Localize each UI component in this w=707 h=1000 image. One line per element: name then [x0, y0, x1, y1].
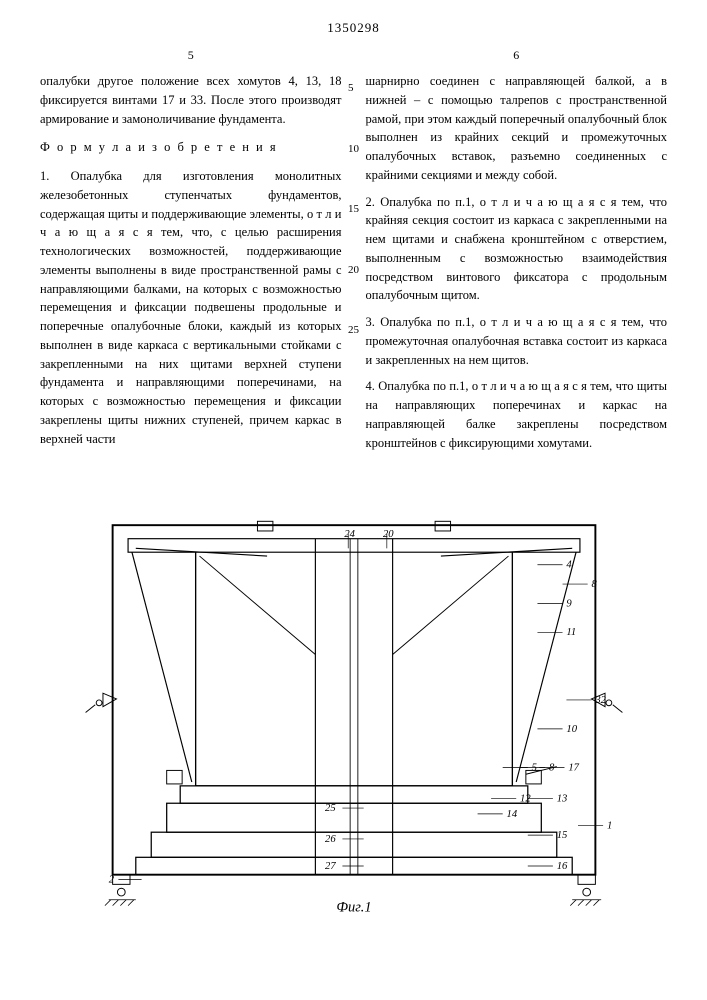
line-num: 20 [348, 262, 359, 279]
line-num: 15 [348, 201, 359, 218]
formula-title: Ф о р м у л а и з о б р е т е н и я [40, 138, 342, 157]
figure-label: 1 [606, 821, 611, 832]
left-col-number: 5 [40, 46, 342, 64]
figure-label: 20 [382, 529, 393, 540]
figure-label: 11 [566, 627, 576, 638]
figure-label: 5 [531, 763, 536, 774]
claim-4: 4. Опалубка по п.1, о т л и ч а ю щ а я … [366, 377, 668, 452]
figure-label: 8 [549, 763, 555, 774]
figure-label: 24 [344, 529, 355, 540]
claim-3: 3. Опалубка по п.1, о т л и ч а ю щ а я … [366, 313, 668, 369]
text-columns: 5 10 15 20 25 5 опалубки другое положени… [40, 46, 667, 460]
figure-label: 25 [325, 803, 336, 814]
figure-label: 15 [556, 830, 567, 841]
figure-label: 32 [594, 695, 606, 706]
left-column: 5 опалубки другое положение всех хомутов… [40, 46, 342, 460]
right-column: 6 шарнирно соединен с направляющей балко… [366, 46, 668, 460]
figure-label: 17 [568, 763, 579, 774]
patent-number: 1350298 [40, 20, 667, 36]
figure-label: 16 [556, 861, 567, 872]
figure-1: Фиг.1 4 8 9 11 32 10 5 8 17 12 13 14 1 15 16 2 24 20 25 26 2… [40, 478, 667, 918]
figure-label: 2 [108, 875, 114, 886]
line-number-gutter: 5 10 15 20 25 [348, 46, 359, 339]
figure-label: 27 [325, 861, 336, 872]
line-num: 5 [348, 80, 359, 97]
line-num: 25 [348, 322, 359, 339]
figure-label: 14 [506, 809, 517, 820]
line-num: 10 [348, 141, 359, 158]
claim-1-start: 1. Опалубка для изготовления монолитных … [40, 167, 342, 448]
figure-svg: Фиг.1 4 8 9 11 32 10 5 8 17 12 13 14 1 15 16 2 24 20 25 26 2… [74, 478, 634, 918]
right-col-number: 6 [366, 46, 668, 64]
figure-label: 10 [566, 724, 577, 735]
figure-label: 12 [520, 794, 531, 805]
figure-label: 4 [566, 560, 572, 571]
claim-2: 2. Опалубка по п.1, о т л и ч а ю щ а я … [366, 193, 668, 306]
figure-label: 13 [556, 794, 567, 805]
patent-page: 1350298 5 10 15 20 25 5 опалубки другое … [0, 0, 707, 938]
figure-label: 26 [325, 834, 336, 845]
figure-label: 9 [566, 599, 572, 610]
figure-label: 8 [591, 579, 597, 590]
intro-paragraph: опалубки другое положение всех хомутов 4… [40, 72, 342, 128]
claim-1-end: шарнирно соединен с направляющей балкой,… [366, 72, 668, 185]
figure-caption: Фиг.1 [336, 900, 371, 916]
